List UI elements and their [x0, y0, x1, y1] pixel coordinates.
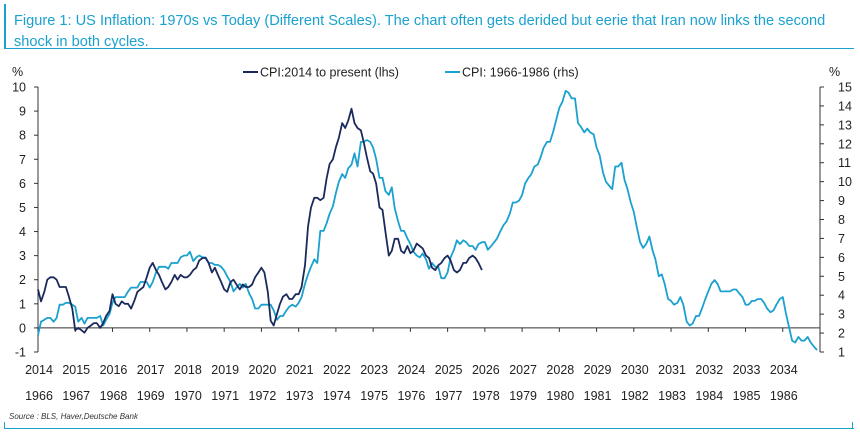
- x-top-tick-label: 2021: [286, 363, 314, 377]
- right-tick-label: 8: [838, 213, 845, 227]
- x-bottom-tick-label: 1968: [100, 389, 128, 403]
- x-top-tick-label: 2029: [584, 363, 612, 377]
- x-bottom-tick-label: 1984: [695, 389, 723, 403]
- x-top-tick-label: 2023: [360, 363, 388, 377]
- x-top-tick-label: 2031: [658, 363, 686, 377]
- x-top-tick-label: 2027: [509, 363, 537, 377]
- right-tick-label: 11: [838, 156, 851, 170]
- source-note: Source : BLS, Haver,Deutsche Bank: [9, 412, 138, 421]
- x-top-tick-label: 2014: [25, 363, 53, 377]
- x-bottom-tick-label: 1973: [286, 389, 314, 403]
- x-bottom-tick-label: 1972: [249, 389, 277, 403]
- x-top-tick-label: 2019: [211, 363, 239, 377]
- x-top-tick-label: 2028: [546, 363, 574, 377]
- x-top-tick-label: 2024: [397, 363, 425, 377]
- left-tick-label: 3: [19, 249, 26, 263]
- x-bottom-tick-label: 1969: [137, 389, 165, 403]
- left-tick-label: 8: [19, 129, 26, 143]
- x-top-tick-label: 2016: [100, 363, 128, 377]
- x-axis-bottom-labels: 1966 1967 1968 1969 1970 1971 1972 1973 1974 1975…: [25, 389, 798, 403]
- x-bottom-tick-label: 1982: [621, 389, 649, 403]
- right-tick-label: 10: [838, 175, 852, 189]
- left-tick-label: -1: [15, 346, 26, 360]
- x-bottom-tick-label: 1976: [397, 389, 425, 403]
- series-group: [37, 89, 818, 351]
- x-bottom-tick-label: 1974: [323, 389, 351, 403]
- right-tick-label: 12: [838, 137, 852, 151]
- left-tick-label: 5: [19, 201, 26, 215]
- left-tick-label: 6: [19, 177, 26, 191]
- right-tick-label: 14: [838, 99, 852, 113]
- x-top-tick-label: 2020: [249, 363, 277, 377]
- x-top-tick-label: 2033: [733, 363, 761, 377]
- x-top-tick-label: 2015: [62, 363, 90, 377]
- x-bottom-tick-label: 1966: [25, 389, 53, 403]
- left-tick-label: 9: [19, 105, 26, 119]
- right-tick-label: 2: [838, 327, 845, 341]
- x-bottom-tick-label: 1985: [733, 389, 761, 403]
- legend: CPI:2014 to present (lhs) CPI: 1966-1986 …: [243, 66, 579, 80]
- title-rule: [4, 48, 854, 49]
- x-bottom-tick-label: 1977: [435, 389, 463, 403]
- right-tick-label: 3: [838, 308, 845, 322]
- right-tick-label: 1: [838, 346, 845, 360]
- left-tick-label: 1: [19, 297, 26, 311]
- x-bottom-tick-label: 1979: [509, 389, 537, 403]
- chart-title: Figure 1: US Inflation: 1970s vs Today (…: [14, 13, 826, 50]
- left-tick-label: 10: [12, 81, 26, 95]
- x-top-tick-label: 2017: [137, 363, 165, 377]
- x-top-tick-label: 2018: [174, 363, 202, 377]
- right-tick-label: 7: [838, 232, 845, 246]
- x-bottom-tick-label: 1970: [174, 389, 202, 403]
- left-tick-label: 7: [19, 153, 26, 167]
- right-tick-label: 4: [838, 289, 845, 303]
- x-top-tick-label: 2025: [435, 363, 463, 377]
- x-bottom-tick-label: 1986: [770, 389, 798, 403]
- title-bar: Figure 1: US Inflation: 1970s vs Today (…: [4, 4, 854, 50]
- right-tick-label: 13: [838, 118, 852, 132]
- footer-rule-right-tick: [852, 422, 853, 429]
- x-bottom-tick-label: 1978: [472, 389, 500, 403]
- x-bottom-tick-label: 1983: [658, 389, 686, 403]
- left-tick-label: 4: [19, 225, 26, 239]
- right-tick-label: 15: [838, 81, 852, 95]
- right-tick-label: 5: [838, 270, 845, 284]
- legend-label: CPI:2014 to present (lhs): [260, 66, 399, 80]
- right-tick-label: 9: [838, 194, 845, 208]
- series-line-cpi-2014-present: [37, 107, 483, 334]
- x-top-tick-label: 2034: [770, 363, 798, 377]
- x-bottom-tick-label: 1975: [360, 389, 388, 403]
- x-top-tick-label: 2026: [472, 363, 500, 377]
- left-tick-label: 0: [19, 321, 26, 335]
- axes: [37, 87, 821, 352]
- x-bottom-tick-label: 1971: [211, 389, 239, 403]
- x-bottom-tick-label: 1980: [546, 389, 574, 403]
- footer-rule: [4, 428, 854, 429]
- footer-rule-left-tick: [4, 422, 5, 429]
- right-axis-unit-label: %: [829, 65, 840, 79]
- x-bottom-tick-label: 1967: [62, 389, 90, 403]
- series-line-cpi-1966-1986: [37, 89, 818, 351]
- x-bottom-tick-label: 1981: [584, 389, 612, 403]
- x-top-tick-label: 2022: [323, 363, 351, 377]
- right-tick-label: 6: [838, 251, 845, 265]
- left-axis-unit-label: %: [12, 65, 23, 79]
- left-tick-label: 2: [19, 273, 26, 287]
- legend-label: CPI: 1966-1986 (rhs): [462, 66, 579, 80]
- x-axis-top-labels: 2014 2015 2016 2017 2018 2019 2020 2021 2022 2023…: [25, 327, 798, 377]
- left-axis-ticks: -1 0 1 2 3 4 5 6 7 8 9 10: [12, 81, 38, 360]
- x-top-tick-label: 2032: [695, 363, 723, 377]
- x-top-tick-label: 2030: [621, 363, 649, 377]
